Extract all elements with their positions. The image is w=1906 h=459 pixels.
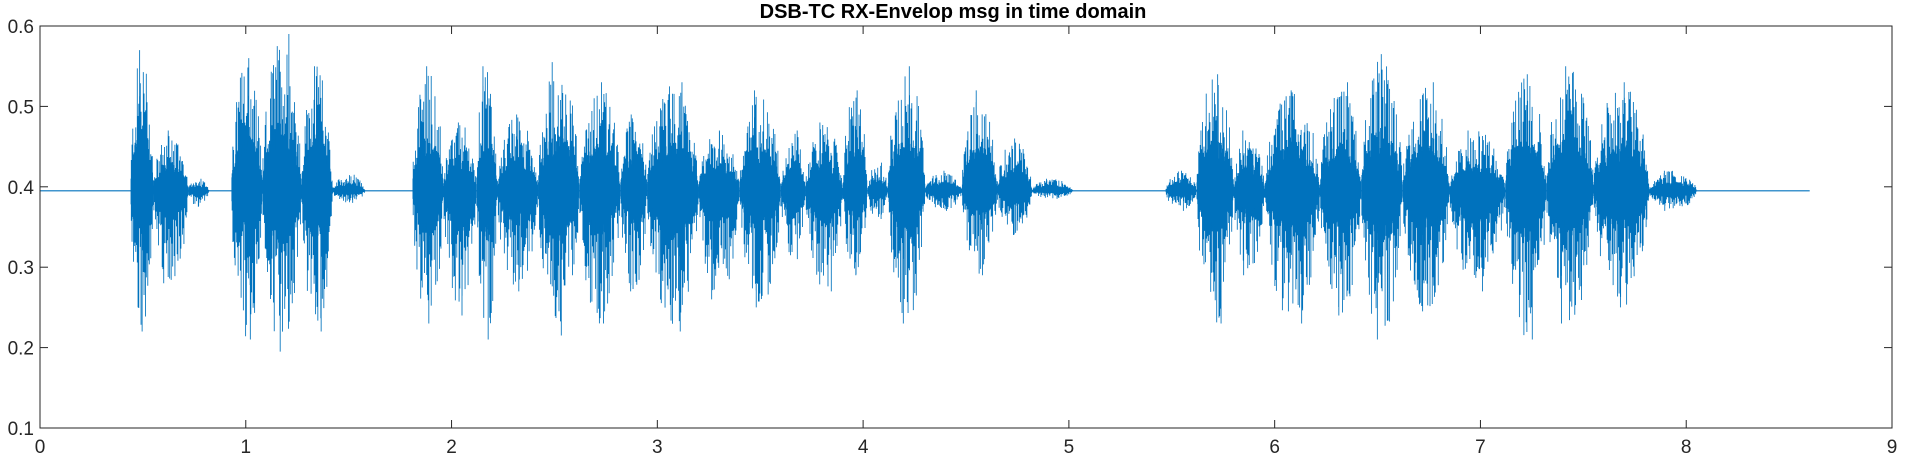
signal-burst [1505, 74, 1547, 340]
signal-burst [1649, 170, 1698, 211]
x-tick-label: 1 [240, 437, 251, 458]
signal-burst [620, 114, 648, 292]
signal-burst [579, 82, 621, 324]
signal-burst [924, 170, 963, 211]
signal-burst [1546, 66, 1595, 324]
x-tick-label: 4 [858, 437, 869, 458]
signal-burst [739, 90, 781, 308]
signal-burst [262, 34, 302, 352]
signal-burst [301, 66, 333, 332]
signal-burst [332, 174, 366, 203]
signal-burst [698, 130, 740, 300]
signal-burst [153, 130, 189, 284]
x-ticks: 0 1 2 3 4 5 6 7 8 9 [35, 26, 1898, 458]
signal-burst [1196, 74, 1234, 324]
signal-burst [996, 138, 1033, 236]
signal-burst [130, 50, 154, 332]
signal-burst [1264, 90, 1321, 324]
signal-burst [842, 90, 868, 276]
axes-box [39, 25, 1893, 429]
signal-burst [1319, 82, 1362, 316]
signal-burst [1031, 178, 1074, 199]
signal-burst [1233, 130, 1265, 276]
signal-burst [412, 66, 444, 324]
signal-burst [188, 178, 210, 207]
axes-background [40, 26, 1892, 428]
chart-title: DSB-TC RX-Envelop msg in time domain [760, 1, 1147, 23]
signal-burst [1449, 130, 1506, 292]
signal-burst [805, 122, 843, 292]
x-tick-label: 8 [1681, 437, 1692, 458]
signal-burst [538, 62, 580, 336]
signal-burst [961, 90, 998, 276]
signal-burst [780, 130, 806, 260]
signal-burst [1361, 54, 1403, 340]
x-tick-label: 0 [35, 437, 46, 458]
signal-burst [1593, 82, 1650, 308]
signal-burst [443, 122, 477, 316]
y-ticks: 0.1 0.2 0.3 0.4 0.5 0.6 [8, 17, 1892, 440]
y-tick-label: 0.5 [8, 97, 34, 118]
x-tick-label: 9 [1887, 437, 1898, 458]
y-tick-label: 0.6 [8, 17, 34, 38]
x-tick-label: 7 [1475, 437, 1486, 458]
signal-burst [1402, 82, 1451, 312]
signal-burst [887, 66, 926, 324]
signal-burst [476, 66, 498, 340]
y-tick-label: 0.4 [8, 178, 35, 199]
x-tick-label: 5 [1064, 437, 1075, 458]
x-tick-label: 2 [446, 437, 457, 458]
signal-layer [40, 34, 1810, 352]
signal-burst [496, 114, 539, 292]
signal-burst [647, 82, 699, 332]
y-tick-label: 0.1 [8, 419, 34, 440]
signal-burst [1165, 170, 1198, 211]
y-tick-label: 0.3 [8, 258, 34, 279]
x-tick-label: 6 [1269, 437, 1280, 458]
y-tick-label: 0.2 [8, 339, 34, 360]
signal-burst [231, 58, 263, 340]
x-tick-label: 3 [652, 437, 663, 458]
signal-burst [867, 162, 889, 219]
